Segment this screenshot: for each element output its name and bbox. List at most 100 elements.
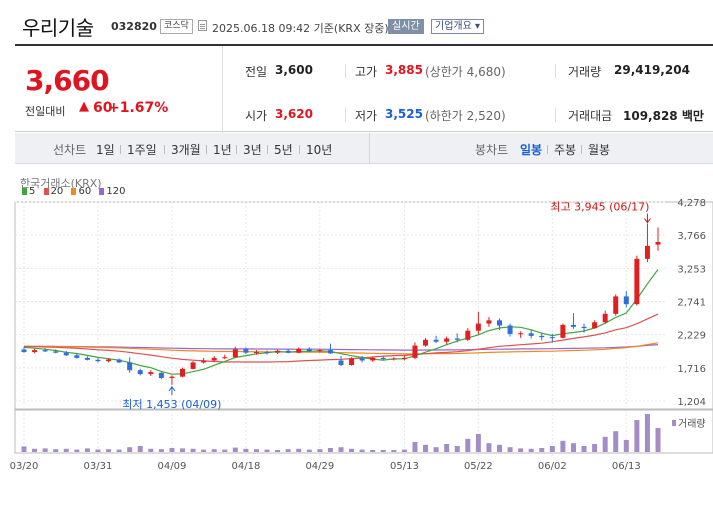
candle-body <box>201 360 207 363</box>
legend-swatch <box>43 187 49 195</box>
y-tick-label: 1,716 <box>677 364 706 375</box>
candle-body <box>317 350 323 352</box>
x-tick-label: 04/09 <box>158 461 187 472</box>
candle-body <box>359 358 365 361</box>
volume-bar <box>63 448 69 452</box>
change-percent: +1.67% <box>108 100 169 116</box>
volume-bar <box>592 444 598 452</box>
volume-bar <box>317 449 323 452</box>
volume-value: 29,419,204 <box>614 63 690 77</box>
document-icon <box>198 20 207 31</box>
volume-bar <box>444 444 450 452</box>
company-info-dropdown[interactable]: 기업개요 ▾ <box>431 19 484 34</box>
candle-body <box>528 333 534 336</box>
legend-swatch <box>22 187 27 195</box>
candle-body <box>497 320 502 326</box>
realtime-button[interactable]: 실시간 <box>388 19 424 34</box>
candle-body <box>222 357 228 359</box>
candle-body <box>137 370 143 375</box>
candle-body <box>306 348 312 352</box>
y-tick-label: 3,253 <box>677 264 706 275</box>
candle-body <box>486 320 492 324</box>
candle-body <box>211 357 217 361</box>
volume-bar <box>32 448 38 452</box>
volume-bar <box>285 449 291 452</box>
candle-body <box>433 339 439 342</box>
period-1y[interactable]: 1년 <box>213 143 232 157</box>
line-chart-label: 선차트 <box>53 143 87 157</box>
candle-body <box>296 348 302 353</box>
volume-bar <box>570 443 576 452</box>
separator <box>299 145 300 154</box>
candle-body <box>602 313 608 323</box>
period-10y[interactable]: 10년 <box>306 143 333 157</box>
volume-bar <box>380 450 386 452</box>
volume-bar <box>486 443 492 452</box>
stock-name: 우리기술 <box>22 16 94 40</box>
period-5y[interactable]: 5년 <box>274 143 293 157</box>
x-tick-label: 04/18 <box>231 461 260 472</box>
volume-bar <box>222 449 228 452</box>
candle-body <box>539 335 545 338</box>
chart-period-toolbar: 선차트 1일 1주일 3개월 1년 3년 5년 10년 봉차트 일봉 주봉 월봉 <box>15 133 713 164</box>
volume-bar <box>613 431 619 452</box>
candle-body <box>285 350 291 353</box>
legend-ma60: 60 <box>71 186 91 197</box>
prev-close-value: 3,600 <box>275 63 313 77</box>
volume-bar <box>53 449 59 452</box>
high-value: 3,885 <box>385 63 423 77</box>
legend-label: 5 <box>29 186 36 197</box>
exchange-label: 한국거래소(KRX) <box>20 177 102 190</box>
volume-bar <box>497 444 502 452</box>
volume-bar <box>634 420 640 452</box>
up-arrow-icon: ▲ <box>79 99 89 114</box>
volume-bar <box>42 448 48 452</box>
separator <box>236 145 237 154</box>
market-badge: 코스닥 <box>160 19 193 34</box>
legend-label: 60 <box>78 186 92 197</box>
stock-code: 032820 <box>111 20 157 33</box>
candle-body <box>148 372 154 375</box>
candle-body <box>106 359 112 362</box>
candle-body <box>32 350 38 353</box>
volume-bar <box>454 446 460 452</box>
period-monthly[interactable]: 월봉 <box>588 143 611 157</box>
period-weekly[interactable]: 주봉 <box>554 143 577 157</box>
period-1d[interactable]: 1일 <box>96 143 115 157</box>
legend-ma20: 20 <box>43 186 63 197</box>
candle-body <box>180 368 185 377</box>
candle-body <box>190 362 196 369</box>
volume-bar <box>137 446 143 452</box>
candle-body <box>581 326 587 329</box>
candle-body <box>444 338 450 342</box>
x-tick-label: 05/13 <box>390 461 419 472</box>
period-3m[interactable]: 3개월 <box>171 143 201 157</box>
volume-bar <box>349 448 355 452</box>
volume-bar <box>243 448 249 452</box>
volume-bar <box>623 440 629 452</box>
candle-body <box>169 376 175 378</box>
volume-label: 거래량 <box>568 65 602 79</box>
volume-bar <box>116 449 122 452</box>
high-label: 고가 <box>355 65 378 79</box>
toolbar-divider <box>369 133 370 164</box>
change-value: 60 <box>93 100 113 116</box>
period-1w[interactable]: 1주일 <box>127 143 157 157</box>
divider <box>555 64 556 78</box>
period-daily[interactable]: 일봉 <box>520 143 543 157</box>
volume-bar <box>148 448 154 452</box>
volume-bar <box>190 448 196 452</box>
volume-bar <box>433 447 439 452</box>
volume-bar <box>644 414 650 452</box>
change-label: 전일대비 <box>25 105 66 118</box>
divider <box>345 64 346 78</box>
volume-bar <box>232 447 238 452</box>
volume-label: 거래량 <box>678 418 706 430</box>
candle-body <box>454 338 460 340</box>
volume-bar <box>560 440 566 452</box>
volume-bar <box>655 428 661 452</box>
upper-limit: (상한가 4,680) <box>425 65 506 79</box>
period-3y[interactable]: 3년 <box>243 143 262 157</box>
x-tick-label: 03/20 <box>10 461 39 472</box>
candle-body <box>253 352 259 354</box>
